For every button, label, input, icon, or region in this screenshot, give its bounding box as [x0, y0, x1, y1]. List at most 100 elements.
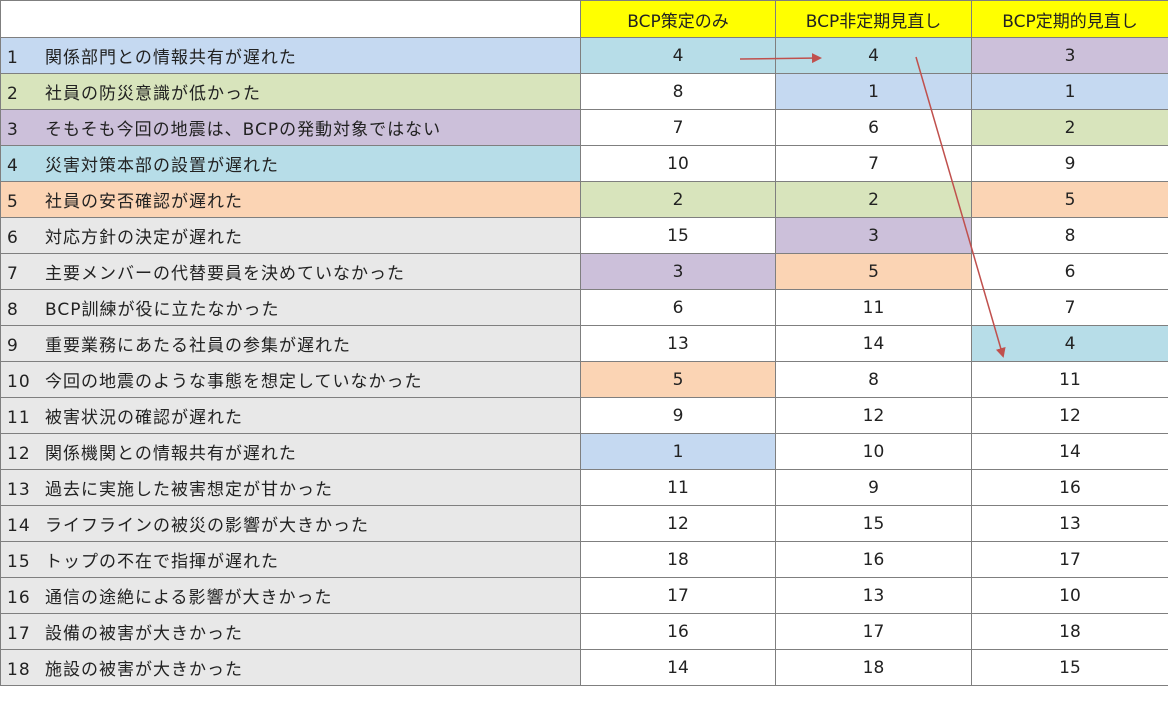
row-number: 17 [7, 624, 31, 644]
rank-cell-col3: 6 [971, 253, 1168, 290]
rank-cell-col1: 16 [580, 613, 776, 650]
rank-cell-col3: 1 [971, 73, 1168, 110]
table-row: 9 重要業務にあたる社員の参集が遅れた 13 14 4 [0, 325, 1168, 362]
row-label-cell: 5 社員の安否確認が遅れた [0, 181, 581, 218]
row-number: 16 [7, 588, 31, 608]
row-label: 関係部門との情報共有が遅れた [45, 48, 297, 68]
rank-cell-col1: 6 [580, 289, 776, 326]
row-number: 7 [7, 264, 19, 284]
row-label: 主要メンバーの代替要員を決めていなかった [45, 264, 405, 284]
rank-cell-col3: 11 [971, 361, 1168, 398]
row-label-cell: 13 過去に実施した被害想定が甘かった [0, 469, 581, 506]
row-label: 今回の地震のような事態を想定していなかった [45, 372, 423, 392]
rank-cell-col2: 11 [775, 289, 972, 326]
rank-cell-col1: 9 [580, 397, 776, 434]
table-row: 16 通信の途絶による影響が大きかった 17 13 10 [0, 577, 1168, 614]
rank-cell-col2: 13 [775, 577, 972, 614]
rank-cell-col2: 17 [775, 613, 972, 650]
rank-cell-col1: 14 [580, 649, 776, 686]
row-number: 8 [7, 300, 19, 320]
table-row: 13 過去に実施した被害想定が甘かった 11 9 16 [0, 469, 1168, 506]
rank-cell-col2: 6 [775, 109, 972, 146]
row-label-cell: 1 関係部門との情報共有が遅れた [0, 37, 581, 74]
rank-cell-col3: 7 [971, 289, 1168, 326]
rank-cell-col1: 10 [580, 145, 776, 182]
rank-cell-col2: 2 [775, 181, 972, 218]
row-label-cell: 6 対応方針の決定が遅れた [0, 217, 581, 254]
row-label: 社員の防災意識が低かった [45, 84, 261, 104]
rank-cell-col2: 14 [775, 325, 972, 362]
row-label: 重要業務にあたる社員の参集が遅れた [45, 336, 351, 356]
row-number: 5 [7, 192, 19, 212]
row-label: 施設の被害が大きかった [45, 660, 243, 680]
row-number: 18 [7, 660, 31, 680]
rank-cell-col1: 7 [580, 109, 776, 146]
row-number: 10 [7, 372, 31, 392]
rank-cell-col1: 17 [580, 577, 776, 614]
rank-cell-col1: 13 [580, 325, 776, 362]
row-number: 13 [7, 480, 31, 500]
row-number: 14 [7, 516, 31, 536]
table-row: 11 被害状況の確認が遅れた 9 12 12 [0, 397, 1168, 434]
rank-cell-col3: 13 [971, 505, 1168, 542]
rank-cell-col3: 16 [971, 469, 1168, 506]
row-label: トップの不在で指揮が遅れた [45, 552, 279, 572]
row-label: 災害対策本部の設置が遅れた [45, 156, 279, 176]
rank-cell-col3: 8 [971, 217, 1168, 254]
row-number: 6 [7, 228, 19, 248]
rank-cell-col3: 12 [971, 397, 1168, 434]
row-label: 関係機関との情報共有が遅れた [45, 444, 297, 464]
row-label-cell: 18 施設の被害が大きかった [0, 649, 581, 686]
row-label-cell: 10 今回の地震のような事態を想定していなかった [0, 361, 581, 398]
rank-cell-col2: 15 [775, 505, 972, 542]
table-row: 2 社員の防災意識が低かった 8 1 1 [0, 73, 1168, 110]
table-row: 8 BCP訓練が役に立たなかった 6 11 7 [0, 289, 1168, 326]
table-row: 4 災害対策本部の設置が遅れた 10 7 9 [0, 145, 1168, 182]
rank-cell-col1: 8 [580, 73, 776, 110]
rank-cell-col2: 18 [775, 649, 972, 686]
row-number: 4 [7, 156, 19, 176]
rank-cell-col3: 4 [971, 325, 1168, 362]
rank-cell-col2: 3 [775, 217, 972, 254]
row-label-cell: 9 重要業務にあたる社員の参集が遅れた [0, 325, 581, 362]
rank-cell-col1: 3 [580, 253, 776, 290]
rank-cell-col3: 17 [971, 541, 1168, 578]
row-label-cell: 12 関係機関との情報共有が遅れた [0, 433, 581, 470]
row-label: BCP訓練が役に立たなかった [45, 300, 280, 320]
row-number: 1 [7, 48, 19, 68]
row-number: 3 [7, 120, 19, 140]
row-label-cell: 16 通信の途絶による影響が大きかった [0, 577, 581, 614]
rank-cell-col2: 1 [775, 73, 972, 110]
rank-cell-col1: 1 [580, 433, 776, 470]
rank-cell-col2: 4 [775, 37, 972, 74]
rank-cell-col2: 16 [775, 541, 972, 578]
row-label-cell: 11 被害状況の確認が遅れた [0, 397, 581, 434]
row-label-cell: 14 ライフラインの被災の影響が大きかった [0, 505, 581, 542]
row-label: そもそも今回の地震は、BCPの発動対象ではない [45, 120, 442, 140]
table-row: 6 対応方針の決定が遅れた 15 3 8 [0, 217, 1168, 254]
rank-cell-col2: 7 [775, 145, 972, 182]
rank-cell-col2: 12 [775, 397, 972, 434]
rank-cell-col2: 8 [775, 361, 972, 398]
rank-cell-col1: 4 [580, 37, 776, 74]
rank-cell-col3: 5 [971, 181, 1168, 218]
row-label: ライフラインの被災の影響が大きかった [45, 516, 369, 536]
rank-cell-col1: 12 [580, 505, 776, 542]
table-row: 18 施設の被害が大きかった 14 18 15 [0, 649, 1168, 686]
rank-cell-col2: 9 [775, 469, 972, 506]
row-number: 15 [7, 552, 31, 572]
row-label: 通信の途絶による影響が大きかった [45, 588, 333, 608]
row-number: 12 [7, 444, 31, 464]
rank-cell-col2: 10 [775, 433, 972, 470]
rank-cell-col3: 9 [971, 145, 1168, 182]
rank-cell-col3: 14 [971, 433, 1168, 470]
table-row: 3 そもそも今回の地震は、BCPの発動対象ではない 7 6 2 [0, 109, 1168, 146]
column-header-2: BCP非定期見直し [775, 0, 972, 38]
row-label: 社員の安否確認が遅れた [45, 192, 243, 212]
row-label: 設備の被害が大きかった [45, 624, 243, 644]
rank-cell-col3: 10 [971, 577, 1168, 614]
row-label-cell: 8 BCP訓練が役に立たなかった [0, 289, 581, 326]
rank-cell-col3: 3 [971, 37, 1168, 74]
table-row: 5 社員の安否確認が遅れた 2 2 5 [0, 181, 1168, 218]
table-row: 14 ライフラインの被災の影響が大きかった 12 15 13 [0, 505, 1168, 542]
